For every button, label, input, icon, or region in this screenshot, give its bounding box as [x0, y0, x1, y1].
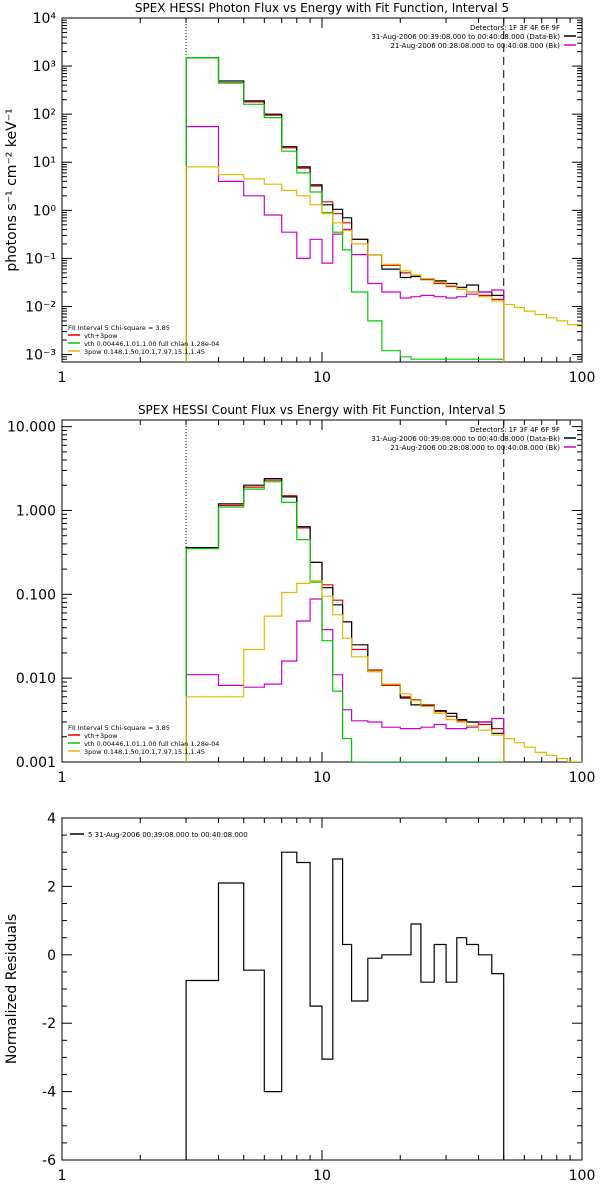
y-tick-label: 10⁻² — [25, 299, 56, 315]
legend-top-text: 31-Aug-2006 00:39:08.000 to 00:40:08.000… — [371, 33, 560, 41]
legend-top-text: Detectors: 1F 3F 4F 6F 9F — [470, 24, 560, 32]
y-tick-label: 0.100 — [16, 587, 56, 603]
x-tick-label: 1 — [58, 770, 67, 786]
series-3pow-line — [185, 166, 505, 362]
chart-title: SPEX HESSI Count Flux vs Energy with Fit… — [138, 403, 506, 417]
y-tick-label: 0 — [47, 948, 56, 964]
series-5-line — [185, 851, 505, 1160]
y-tick-label: 10¹ — [33, 155, 56, 171]
y-tick-label: 2 — [47, 879, 56, 895]
y-axis-label: photons s⁻¹ cm⁻² keV⁻¹ — [4, 108, 20, 271]
x-tick-label: 100 — [569, 370, 596, 386]
y-tick-label: 0.010 — [16, 671, 56, 687]
panel-1: SPEX HESSI Photon Flux vs Energy with Fi… — [4, 1, 595, 386]
legend-bottom-text: 3pow 0.148,1.50,10.1,7.97,15.1,1.45 — [84, 748, 205, 756]
y-tick-label: 4 — [47, 811, 56, 827]
series-vth-3pow-line — [185, 57, 505, 362]
series-vth-line — [185, 57, 505, 362]
y-tick-label: 0.001 — [16, 755, 56, 771]
x-tick-label: 1 — [58, 370, 67, 386]
series-bk-line — [185, 126, 505, 362]
legend-bottom-text: vth+3pow — [84, 332, 118, 340]
legend-bottom-text: Fit Interval 5 Chi-square = 3.85 — [68, 724, 170, 732]
y-tick-label: 10⁴ — [33, 11, 57, 27]
legend-bottom-text: vth 0.00446,1.01,1.00 full chian 1.28e-0… — [84, 740, 219, 748]
series-3pow-tail-line — [503, 303, 582, 326]
y-tick-label: 10³ — [33, 59, 56, 75]
legend-bottom-text: vth 0.00446,1.01,1.00 full chian 1.28e-0… — [84, 340, 219, 348]
panel-2: SPEX HESSI Count Flux vs Energy with Fit… — [7, 403, 595, 786]
series-data-bk-line — [185, 57, 505, 362]
panel-3: 1 10 100 -6 -4 -2 0 2 4 Normalized Residuals 5 31-… — [4, 811, 595, 1184]
series-bk-line — [185, 598, 505, 762]
series-vth-line — [185, 481, 504, 762]
y-tick-label: 10.000 — [7, 420, 56, 436]
y-tick-label: -2 — [42, 1016, 56, 1032]
y-tick-label: 10⁻³ — [25, 348, 56, 364]
y-axis-label: Normalized Residuals — [4, 914, 20, 1064]
x-tick-label: 100 — [569, 770, 596, 786]
legend-top-text: Detectors: 1F 3F 4F 6F 9F — [470, 426, 560, 434]
legend-bottom-text: vth+3pow — [84, 732, 118, 740]
legend-top-text: 31-Aug-2006 00:39:08.000 to 00:40:08.000… — [371, 435, 560, 443]
y-tick-label: 10⁻¹ — [25, 251, 56, 267]
y-tick-label: 1.000 — [16, 503, 56, 519]
series-3pow-line — [185, 580, 505, 762]
legend-top-text: 5 31-Aug-2006 00:39:08.000 to 00:40:08.0… — [88, 831, 248, 839]
legend-top-text: 21-Aug-2006 00:28:08.000 to 00:40:08.000… — [390, 444, 560, 452]
legend-top-text: 21-Aug-2006 00:28:08.000 to 00:40:08.000… — [390, 42, 560, 50]
y-tick-label: 10² — [33, 107, 56, 123]
x-tick-label: 10 — [313, 370, 331, 386]
x-tick-label: 10 — [313, 1168, 331, 1184]
y-tick-label: -6 — [42, 1153, 56, 1169]
x-tick-label: 10 — [313, 770, 331, 786]
x-tick-label: 1 — [58, 1168, 67, 1184]
legend-bottom-text: Fit Interval 5 Chi-square = 3.85 — [68, 324, 170, 332]
series-3pow-tail-line — [503, 738, 582, 762]
x-tick-label: 100 — [569, 1168, 596, 1184]
chart-title: SPEX HESSI Photon Flux vs Energy with Fi… — [135, 1, 509, 15]
y-tick-label: -4 — [42, 1085, 56, 1101]
legend-bottom-text: 3pow 0.148,1.50,10.1,7.97,15.1,1.45 — [84, 348, 205, 356]
series-data-bk-line — [185, 478, 505, 762]
y-tick-label: 10⁰ — [33, 203, 57, 219]
